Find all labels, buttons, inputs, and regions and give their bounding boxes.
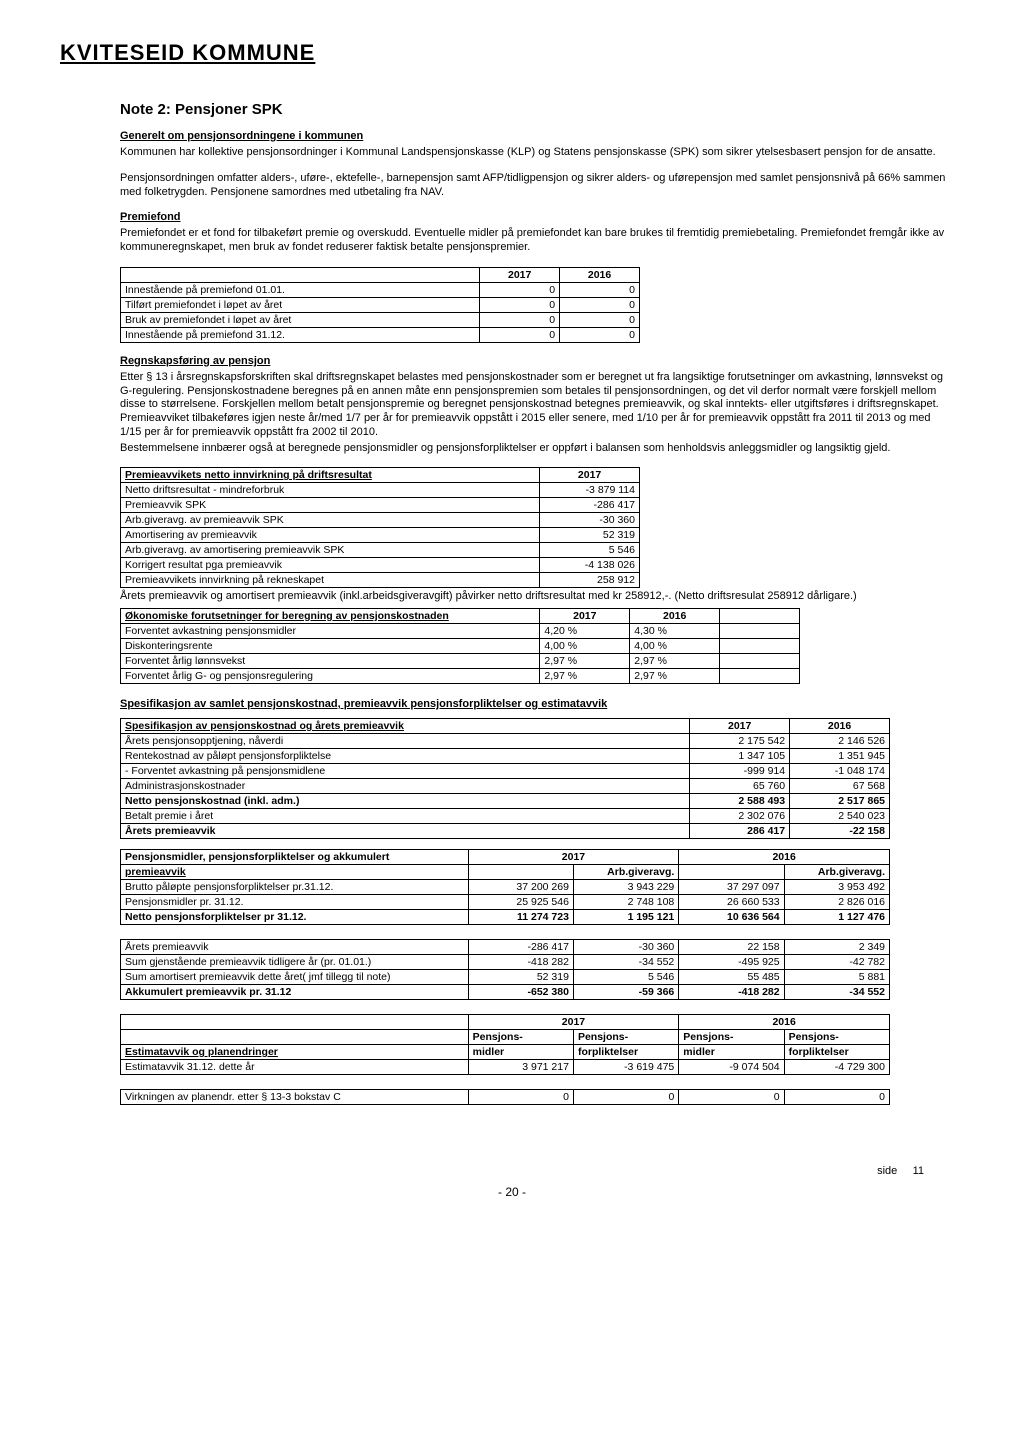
table-row: Administrasjonskostnader65 76067 568 [121, 779, 890, 794]
table-row: Forventet avkastning pensjonsmidler4,20 … [121, 624, 800, 639]
innvirkning-table: Premieavvikets netto innvirkning på drif… [120, 467, 640, 588]
table-row: Korrigert resultat pga premieavvik-4 138… [121, 558, 640, 573]
table-row: Årets premieavvik-286 417-30 36022 1582 … [121, 940, 890, 955]
table-row: Rentekostnad av påløpt pensjonsforplikte… [121, 749, 890, 764]
forutsetninger-table: Økonomiske forutsetninger for beregning … [120, 608, 800, 684]
spes-table: Spesifikasjon av pensjonskostnad og året… [120, 718, 890, 839]
table-row: Netto pensjonskostnad (inkl. adm.)2 588 … [121, 794, 890, 809]
page-number: - 20 - [60, 1185, 964, 1199]
footer: side 11 [60, 1165, 964, 1177]
table-row: Arb.giveravg. av amortisering premieavvi… [121, 543, 640, 558]
premiefond-heading: Premiefond [120, 211, 954, 223]
table-row: Forventet årlig lønnsvekst2,97 %2,97 % [121, 654, 800, 669]
table-row: Diskonteringsrente4,00 %4,00 % [121, 639, 800, 654]
table-row: Amortisering av premieavvik52 319 [121, 528, 640, 543]
table-row: Sum gjenstående premieavvik tidligere år… [121, 955, 890, 970]
table-header: 2016 [560, 267, 640, 282]
table-row: Bruk av premiefondet i løpet av året00 [121, 312, 640, 327]
table-row: Netto pensjonsforpliktelser pr 31.12.11 … [121, 910, 890, 925]
table-row: Premieavvikets innvirkning på rekneskape… [121, 573, 640, 588]
table-row: Estimatavvik 31.12. dette år3 971 217-3 … [121, 1060, 890, 1075]
table-row: Sum amortisert premieavvik dette året( j… [121, 970, 890, 985]
spes-heading: Spesifikasjon av samlet pensjonskostnad,… [120, 698, 954, 710]
table-row: Innestående på premiefond 31.12.00 [121, 327, 640, 342]
premiefond-table: 2017 2016 Innestående på premiefond 01.0… [120, 267, 640, 343]
premiefond-para: Premiefondet er et fond for tilbakeført … [120, 227, 954, 255]
table-row: Årets premieavvik286 417-22 158 [121, 824, 890, 839]
ordning-para: Pensjonsordningen omfatter alders-, ufør… [120, 172, 954, 200]
table-row: Premieavvik SPK-286 417 [121, 498, 640, 513]
page-title: KVITESEID KOMMUNE [60, 40, 964, 66]
table-row: Innestående på premiefond 01.01.00 [121, 282, 640, 297]
table-row: Brutto påløpte pensjonsforpliktelser pr.… [121, 880, 890, 895]
general-heading: Generelt om pensjonsordningene i kommune… [120, 130, 954, 142]
table-row: Tilført premiefondet i løpet av året00 [121, 297, 640, 312]
table-row: Netto driftsresultat - mindreforbruk-3 8… [121, 483, 640, 498]
regnskap-para2: Bestemmelsene innbærer også at beregnede… [120, 442, 954, 456]
note-title: Note 2: Pensjoner SPK [120, 101, 954, 118]
innvirkning-note: Årets premieavvik og amortisert premieav… [120, 590, 954, 604]
table-header: 2017 [480, 267, 560, 282]
table-row: Pensjonsmidler pr. 31.12.25 925 5462 748… [121, 895, 890, 910]
midler-table: Pensjonsmidler, pensjonsforpliktelser og… [120, 849, 890, 1000]
regnskap-para: Etter § 13 i årsregnskapsforskriften ska… [120, 371, 954, 440]
regnskap-heading: Regnskapsføring av pensjon [120, 355, 954, 367]
table-row: Virkningen av planendr. etter § 13-3 bok… [121, 1090, 890, 1105]
table-row: Årets pensjonsopptjening, nåverdi2 175 5… [121, 734, 890, 749]
table-row: Akkumulert premieavvik pr. 31.12-652 380… [121, 985, 890, 1000]
table-row: Forventet årlig G- og pensjonsregulering… [121, 669, 800, 684]
table-row: Arb.giveravg. av premieavvik SPK-30 360 [121, 513, 640, 528]
table-row: - Forventet avkastning på pensjonsmidlen… [121, 764, 890, 779]
estimat-table: 2017 2016 Pensjons- Pensjons- Pensjons- … [120, 1014, 890, 1105]
general-para: Kommunen har kollektive pensjonsordninge… [120, 146, 954, 160]
table-row: Betalt premie i året2 302 0762 540 023 [121, 809, 890, 824]
